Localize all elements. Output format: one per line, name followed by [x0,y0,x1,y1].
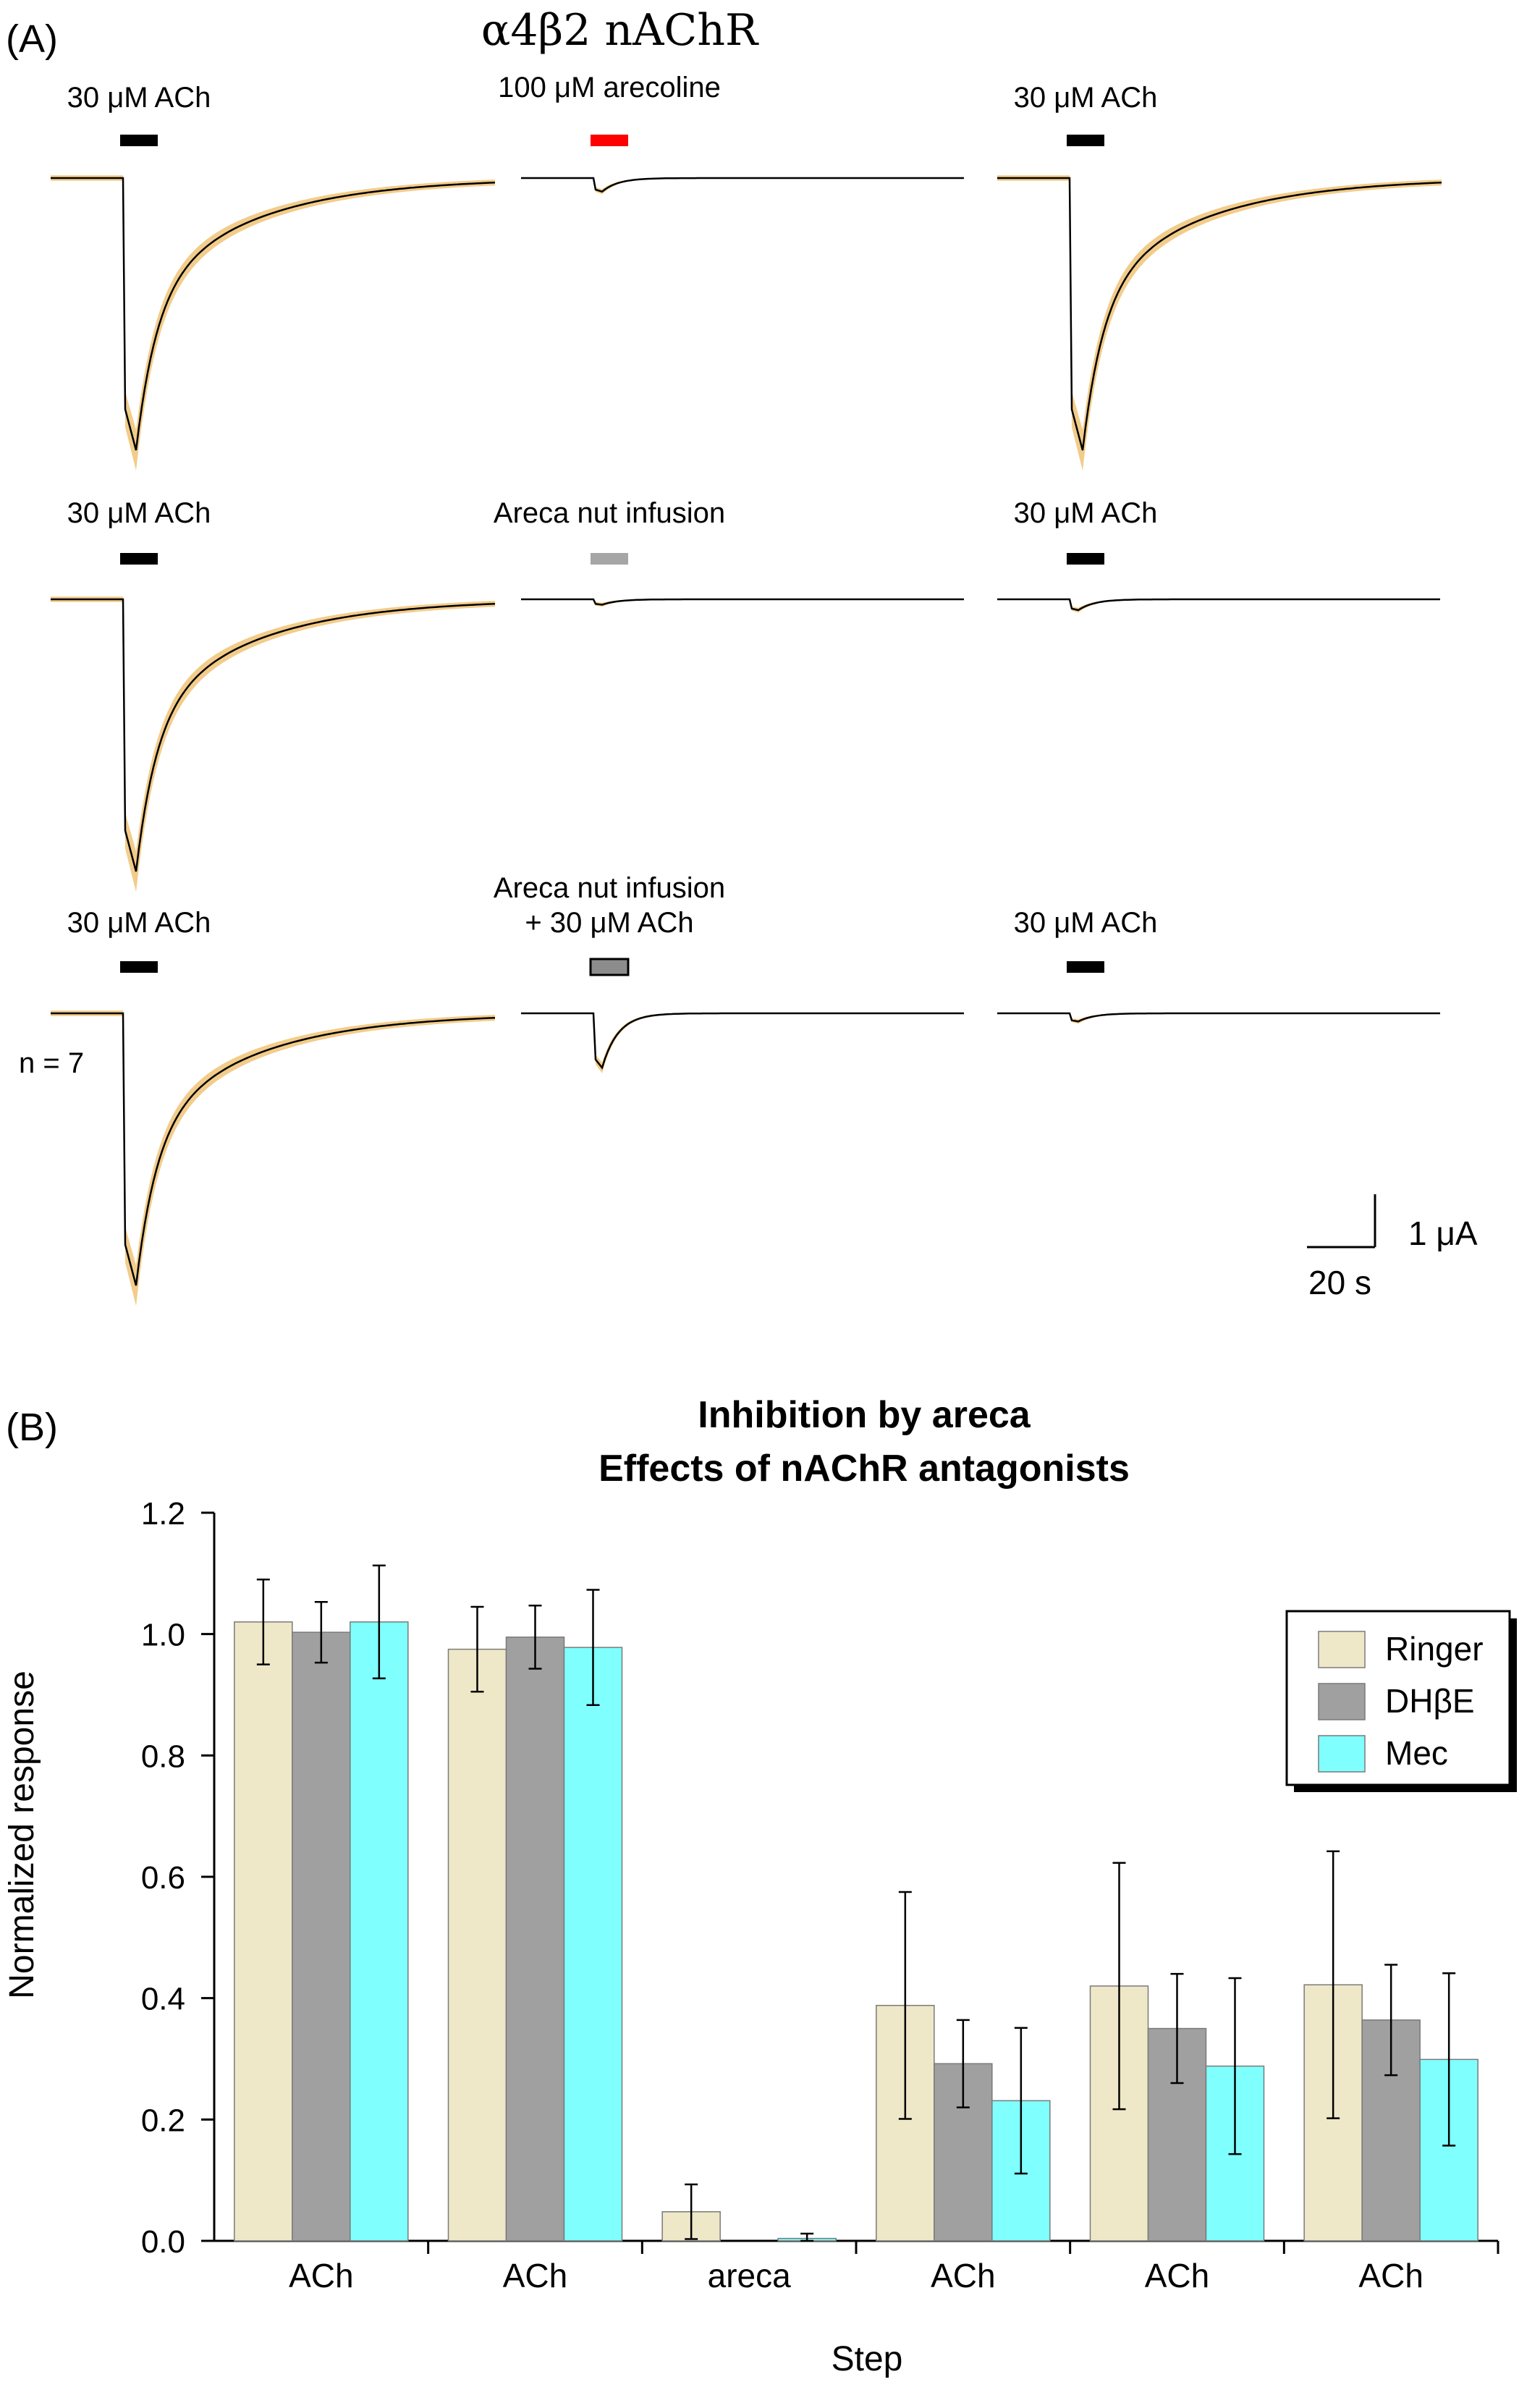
current-trace [997,177,1442,451]
sem-band [521,177,964,195]
bar-mec [350,1621,409,2242]
current-trace [997,1012,1440,1023]
sem-band [51,596,495,892]
current-trace [521,177,964,193]
application-label: 100 μM arecoline [498,72,721,104]
sem-band [997,1013,1440,1024]
y-tick-label: 0.8 [141,1739,185,1774]
x-axis-label: Step [832,2340,903,2378]
scale-bar-current-label: 1 μA [1408,1215,1478,1252]
sem-band [51,175,495,471]
legend-label: DHβE [1385,1682,1475,1720]
x-tick-label: areca [708,2257,791,2294]
bar-dhe [505,1636,565,2242]
current-trace [51,177,496,451]
trace-2-2: 30 μM ACh [997,907,1440,1024]
x-tick-label: ACh [931,2257,995,2294]
x-tick-label: ACh [289,2257,353,2294]
n-label: n = 7 [19,1047,84,1079]
trace-0-1: 100 μM arecoline [498,72,964,195]
application-label: 30 μM ACh [1014,497,1158,529]
bar-chart: 0.0 0.2 0.4 0.6 0.8 1.0 1.2 ACh ACh areca ACh ACh AC… [141,1496,1499,2294]
application-bar [1067,961,1104,973]
bar-mec [563,1647,623,2242]
application-bar [591,553,628,565]
x-tick-label: ACh [1145,2257,1209,2294]
current-trace [521,1012,964,1070]
application-bar [1067,135,1104,146]
y-tick-label: 1.2 [141,1496,185,1532]
application-label: Areca nut infusion [494,872,725,904]
sem-band [997,175,1442,471]
current-trace [51,598,496,872]
trace-1-2: 30 μM ACh [997,497,1440,613]
trace-1-1: Areca nut infusion [494,497,964,607]
legend-swatch [1318,1735,1366,1773]
legend: Ringer DHβE Mec [1285,1610,1517,1792]
bar-ringer [447,1648,507,2242]
application-label: Areca nut infusion [494,497,725,529]
application-bar [591,135,628,146]
bar-ringer [234,1621,293,2242]
scale-bar: 1 μA 20 s [1307,1194,1478,1301]
x-tick-label: ACh [503,2257,567,2294]
current-trace [997,598,1440,612]
y-tick-label: 0.2 [141,2103,185,2138]
application-label-line2: + 30 μM ACh [525,907,693,939]
application-bar [1067,553,1104,565]
chart-title: Inhibition by areca [698,1394,1031,1436]
application-label: 30 μM ACh [67,82,211,114]
bar-dhe [292,1631,351,2242]
sem-band [51,1010,495,1306]
current-trace [521,598,964,606]
panel-a-label: (A) [6,17,58,61]
scale-bar-time-label: 20 s [1308,1264,1371,1301]
sem-band [521,1013,964,1073]
application-label: 30 μM ACh [1014,82,1158,114]
legend-label: Mec [1385,1734,1448,1772]
trace-0-0: 30 μM ACh [51,82,496,471]
panel-b: (B) Inhibition by areca Effects of nAChR… [3,1394,1517,2378]
y-tick-label: 0.6 [141,1860,185,1896]
application-bar [120,553,158,565]
application-bar [120,961,158,973]
application-bar [589,958,630,976]
legend-label: Ringer [1385,1630,1484,1668]
y-axis-label: Normalized response [3,1671,41,1999]
application-label: 30 μM ACh [67,497,211,529]
application-label: 30 μM ACh [1014,907,1158,939]
panel-b-label: (B) [6,1406,58,1449]
application-label: 30 μM ACh [67,907,211,939]
legend-swatch [1318,1631,1366,1668]
y-tick-label: 0.0 [141,2224,185,2260]
legend-swatch [1318,1683,1366,1720]
chart-subtitle: Effects of nAChR antagonists [598,1448,1130,1490]
y-tick-label: 0.4 [141,1982,185,2017]
panel-a-title: α4β2 nAChR [481,5,759,56]
trace-grid: 30 μM ACh 100 μM arecoline 30 μM ACh 30 μM … [51,72,1442,1306]
trace-2-1: Areca nut infusion+ 30 μM ACh [494,872,964,1073]
application-bar [120,135,158,146]
trace-2-0: 30 μM ACh [51,907,496,1306]
current-trace [51,1012,496,1286]
sem-band [997,599,1440,613]
trace-1-0: 30 μM ACh [51,497,496,892]
trace-0-2: 30 μM ACh [997,82,1442,471]
x-tick-label: ACh [1358,2257,1423,2294]
panel-a: (A) α4β2 nAChR 30 μM ACh 100 μM arecoline… [6,5,1478,1306]
y-tick-label: 1.0 [141,1618,185,1653]
